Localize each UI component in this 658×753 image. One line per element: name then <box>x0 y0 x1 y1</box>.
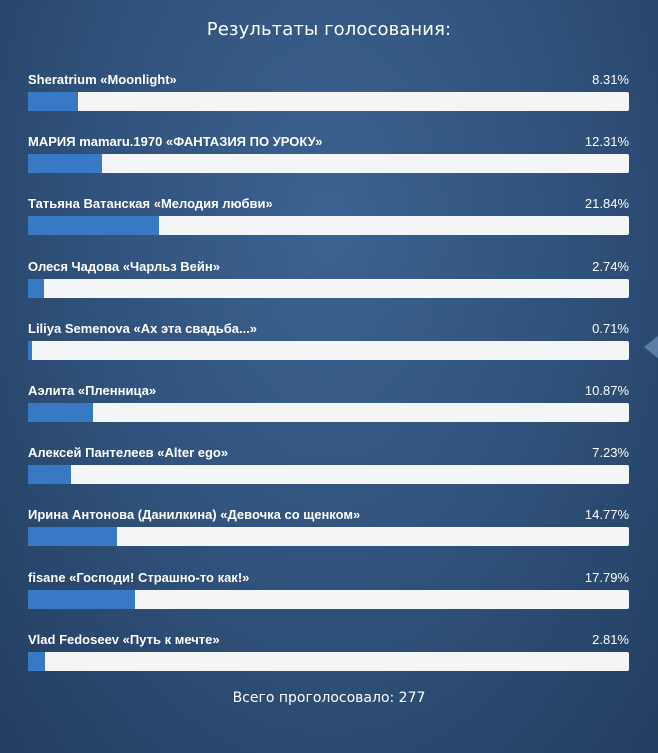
poll-option-percent: 17.79% <box>584 569 629 585</box>
poll-progress-fill <box>28 154 102 174</box>
poll-progress-track <box>28 589 629 609</box>
poll-option-label: Sheratrium «Moonlight» <box>28 72 177 87</box>
slider-nav-arrow-icon[interactable] <box>644 336 658 358</box>
poll-option-label: Vlad Fedoseev «Путь к мечте» <box>28 631 220 647</box>
poll-progress-fill <box>28 527 117 547</box>
poll-progress-fill <box>28 340 33 360</box>
poll-result-item: Liliya Semenova «Ах эта свадьба...» 0.71… <box>28 319 629 381</box>
poll-option-percent: 12.31% <box>584 134 629 150</box>
poll-result-item: fisane «Господи! Страшно-то как!» 17.79% <box>28 568 629 630</box>
poll-result-item: Татьяна Ватанская «Мелодия любви» 21.84% <box>28 194 629 256</box>
poll-result-item: МАРИЯ mamaru.1970 «ФАНТАЗИЯ ПО УРОКУ» 12… <box>28 132 629 194</box>
poll-results-list: Sheratrium «Moonlight» 8.31% МАРИЯ mamar… <box>28 70 629 692</box>
poll-option-label: МАРИЯ mamaru.1970 «ФАНТАЗИЯ ПО УРОКУ» <box>28 134 323 150</box>
poll-option-percent: 21.84% <box>584 196 629 212</box>
poll-progress-track <box>28 651 629 671</box>
poll-option-label: Ирина Антонова (Данилкина) «Девочка со щ… <box>28 507 361 523</box>
poll-result-item: Олеся Чадова «Чарльз Вейн» 2.74% <box>28 257 629 319</box>
poll-result-item: Vlad Fedoseev «Путь к мечте» 2.81% <box>28 630 629 692</box>
poll-option-percent: 7.23% <box>592 445 629 461</box>
poll-progress-fill <box>28 651 45 671</box>
poll-results-title: Результаты голосования: <box>206 19 452 40</box>
poll-progress-fill <box>28 92 78 111</box>
poll-option-label: Татьяна Ватанская «Мелодия любви» <box>28 196 273 212</box>
poll-option-percent: 0.71% <box>592 320 629 336</box>
poll-progress-fill <box>28 589 135 609</box>
poll-progress-track <box>28 340 629 360</box>
total-votes-text: Всего проголосовало: 277 <box>232 690 426 706</box>
poll-option-label: Liliya Semenova «Ах эта свадьба...» <box>28 320 258 336</box>
poll-progress-fill <box>28 278 45 298</box>
poll-option-label: Аэлита «Пленница» <box>28 382 157 398</box>
poll-result-item: Ирина Антонова (Данилкина) «Девочка со щ… <box>28 505 629 567</box>
poll-option-percent: 10.87% <box>584 382 629 398</box>
poll-progress-track <box>28 465 629 485</box>
poll-option-percent: 8.31% <box>592 72 629 87</box>
poll-progress-fill <box>28 465 72 485</box>
poll-option-label: Алексей Пантелеев «Alter ego» <box>28 445 229 461</box>
poll-result-item: Аэлита «Пленница» 10.87% <box>28 381 629 443</box>
poll-option-percent: 2.81% <box>592 631 629 647</box>
poll-progress-track <box>28 402 629 422</box>
poll-option-percent: 2.74% <box>592 258 629 274</box>
poll-option-label: fisane «Господи! Страшно-то как!» <box>28 569 250 585</box>
poll-result-item: Sheratrium «Moonlight» 8.31% <box>28 70 629 132</box>
poll-progress-track <box>28 278 629 298</box>
poll-option-label: Олеся Чадова «Чарльз Вейн» <box>28 258 220 274</box>
poll-progress-track <box>28 527 629 547</box>
poll-result-item: Алексей Пантелеев «Alter ego» 7.23% <box>28 443 629 505</box>
poll-progress-track <box>28 216 629 236</box>
poll-progress-fill <box>28 402 94 422</box>
poll-progress-track <box>28 92 629 111</box>
poll-option-percent: 14.77% <box>584 507 629 523</box>
poll-progress-fill <box>28 216 160 236</box>
poll-progress-track <box>28 154 629 174</box>
